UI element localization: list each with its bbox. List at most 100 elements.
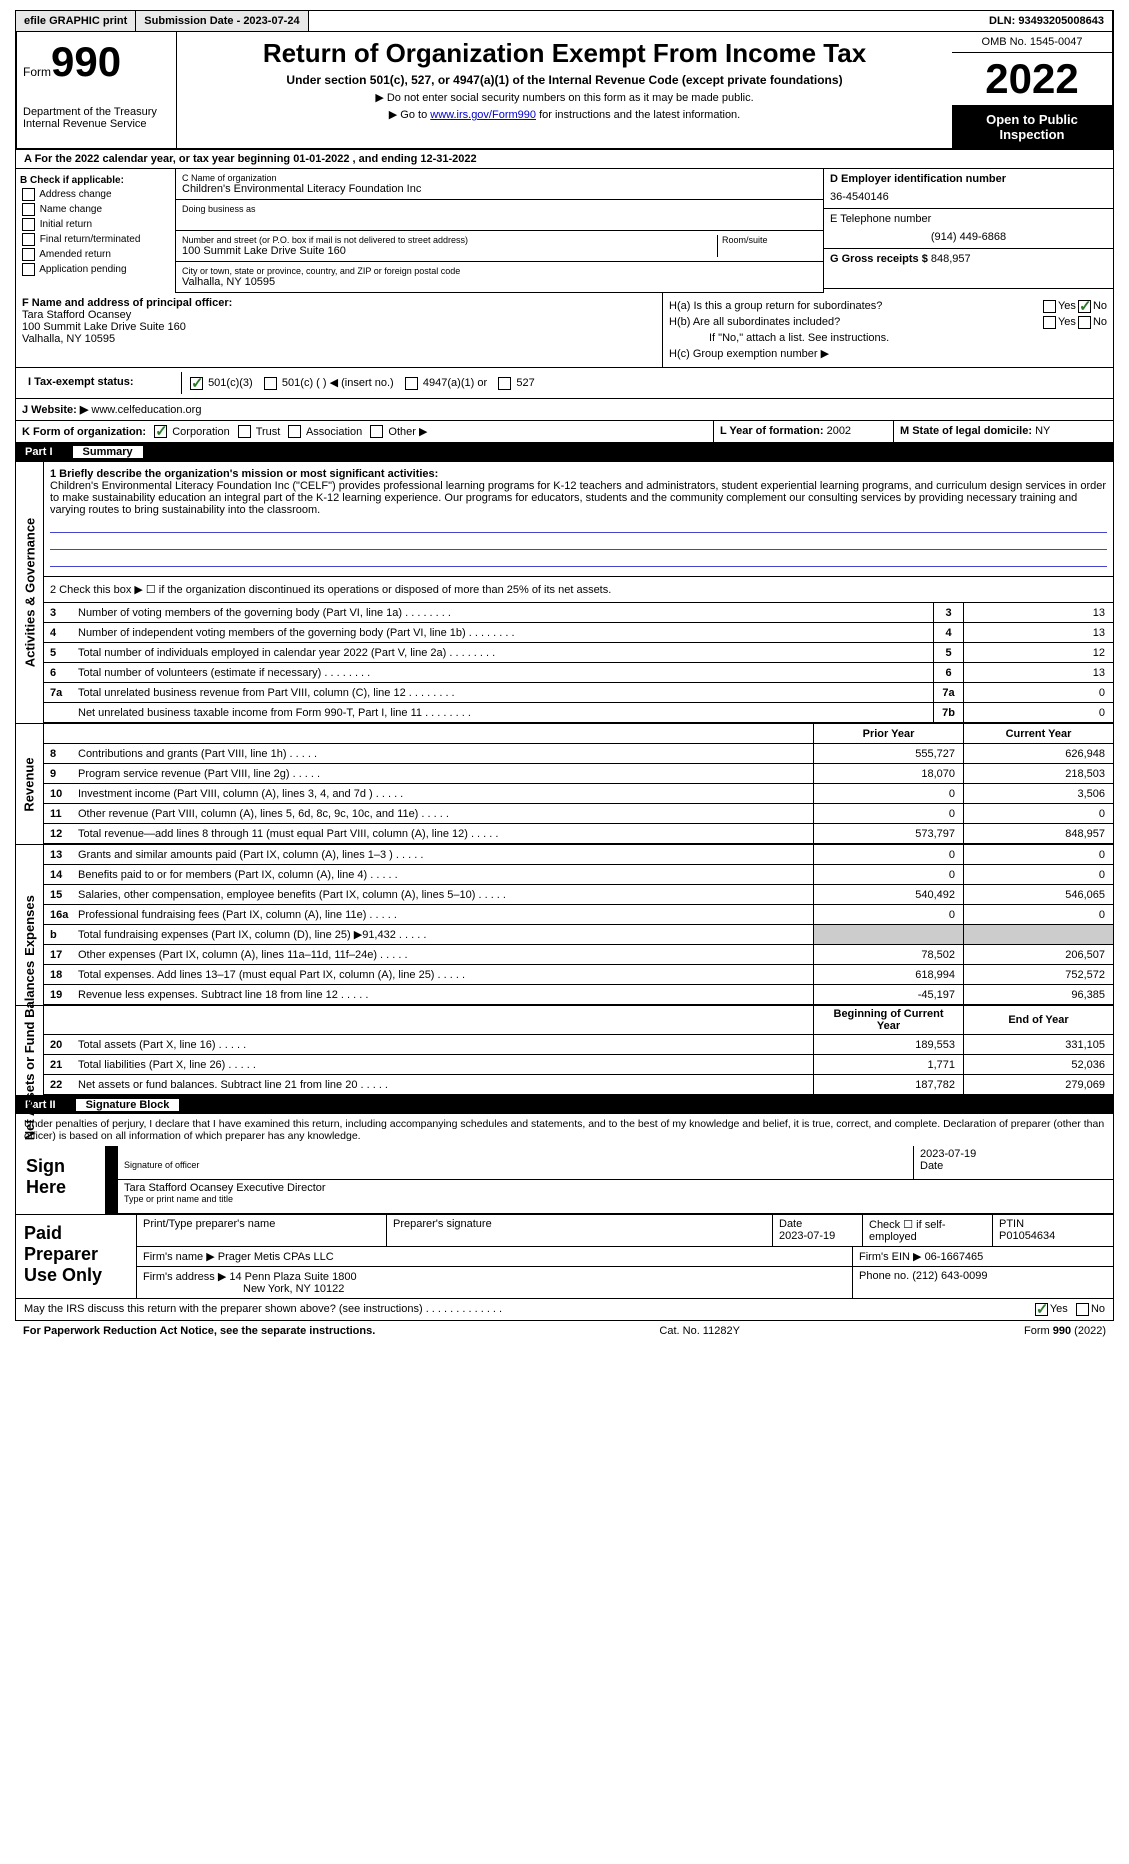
dba-label: Doing business as: [182, 204, 817, 214]
officer-name: Tara Stafford Ocansey: [22, 309, 656, 321]
dln-text: DLN: 93493205008643: [981, 11, 1113, 31]
city-label: City or town, state or province, country…: [182, 266, 817, 276]
checkbox-amended[interactable]: [22, 248, 35, 261]
side-revenue: Revenue: [16, 724, 44, 844]
officer-addr: 100 Summit Lake Drive Suite 160: [22, 321, 656, 333]
submission-date-button[interactable]: Submission Date - 2023-07-24: [136, 11, 308, 31]
opt-name-change: Name change: [40, 204, 102, 215]
open-public-badge: Open to Public Inspection: [952, 106, 1112, 148]
col-prior-year: Prior Year: [813, 724, 963, 743]
discuss-yes: Yes: [1050, 1303, 1068, 1316]
prep-h1: Print/Type preparer's name: [143, 1218, 380, 1230]
checkbox-corp[interactable]: [154, 425, 167, 438]
phone-value: (914) 449-6868: [830, 231, 1107, 243]
part-2-title: Signature Block: [76, 1099, 180, 1111]
hb-label: H(b) Are all subordinates included?: [669, 316, 1041, 329]
ein-value: 36-4540146: [830, 191, 1107, 203]
section-f: F Name and address of principal officer:…: [16, 293, 663, 367]
org-name: Children's Environmental Literacy Founda…: [182, 183, 817, 195]
omb-number: OMB No. 1545-0047: [952, 32, 1112, 53]
opt-initial-return: Initial return: [40, 219, 92, 230]
addr-label: Number and street (or P.O. box if mail i…: [182, 235, 717, 245]
checkbox-assoc[interactable]: [288, 425, 301, 438]
row-i-label: I Tax-exempt status:: [28, 376, 134, 388]
year-formation: 2002: [827, 425, 851, 437]
mission-text: Children's Environmental Literacy Founda…: [50, 480, 1107, 516]
ha-label: H(a) Is this a group return for subordin…: [669, 300, 1041, 313]
name-title-label: Type or print name and title: [124, 1194, 1107, 1204]
table-row: 22Net assets or fund balances. Subtract …: [44, 1075, 1113, 1095]
city-state-zip: Valhalla, NY 10595: [182, 276, 817, 288]
table-row: bTotal fundraising expenses (Part IX, co…: [44, 925, 1113, 945]
opt-final-return: Final return/terminated: [40, 234, 141, 245]
street-address: 100 Summit Lake Drive Suite 160: [182, 245, 717, 257]
website-value: www.celfeducation.org: [91, 404, 201, 416]
checkbox-final-return[interactable]: [22, 233, 35, 246]
sign-here-label: Sign Here: [16, 1146, 106, 1214]
row-a-tax-year: A For the 2022 calendar year, or tax yea…: [15, 150, 1114, 169]
table-row: 3Number of voting members of the governi…: [44, 603, 1113, 623]
section-b: B Check if applicable: Address change Na…: [16, 169, 176, 293]
section-b-label: B Check if applicable:: [20, 175, 171, 186]
sig-arrow-icon-2: [106, 1180, 118, 1213]
checkbox-hb-no[interactable]: [1078, 316, 1091, 329]
table-row: 12Total revenue—add lines 8 through 11 (…: [44, 824, 1113, 844]
form-title: Return of Organization Exempt From Incom…: [183, 38, 946, 69]
form-label: Form: [23, 65, 51, 79]
col-beginning: Beginning of Current Year: [813, 1006, 963, 1034]
part-1-num: Part I: [25, 446, 53, 458]
prep-h3: Date: [779, 1218, 856, 1230]
efile-print-button[interactable]: efile GRAPHIC print: [16, 11, 136, 31]
checkbox-discuss-no[interactable]: [1076, 1303, 1089, 1316]
paid-preparer-label: Paid Preparer Use Only: [16, 1215, 136, 1298]
checkbox-initial-return[interactable]: [22, 218, 35, 231]
irs-link[interactable]: www.irs.gov/Form990: [430, 109, 536, 121]
table-row: 8Contributions and grants (Part VIII, li…: [44, 744, 1113, 764]
discuss-question: May the IRS discuss this return with the…: [24, 1303, 1033, 1316]
checkbox-501c[interactable]: [264, 377, 277, 390]
room-label: Room/suite: [722, 235, 817, 245]
table-row: 5Total number of individuals employed in…: [44, 643, 1113, 663]
footer-right: Form 990 (2022): [1024, 1325, 1106, 1337]
form-number: 990: [51, 38, 121, 86]
checkbox-4947[interactable]: [405, 377, 418, 390]
table-row: 21Total liabilities (Part X, line 26) . …: [44, 1055, 1113, 1075]
row-k-label: K Form of organization:: [22, 426, 146, 438]
firm-addr2: New York, NY 10122: [243, 1283, 344, 1295]
table-row: 13Grants and similar amounts paid (Part …: [44, 845, 1113, 865]
ha-yes: Yes: [1058, 300, 1076, 313]
table-row: 9Program service revenue (Part VIII, lin…: [44, 764, 1113, 784]
row-j-label: J Website: ▶: [22, 404, 88, 416]
checkbox-501c3[interactable]: [190, 377, 203, 390]
prep-h2: Preparer's signature: [393, 1218, 766, 1230]
opt-address-change: Address change: [39, 189, 111, 200]
firm-ein-label: Firm's EIN ▶: [859, 1251, 922, 1263]
checkbox-trust[interactable]: [238, 425, 251, 438]
sig-date-label: Date: [920, 1160, 1107, 1172]
dept-text: Department of the Treasury Internal Reve…: [23, 106, 170, 130]
checkbox-name-change[interactable]: [22, 203, 35, 216]
checkbox-discuss-yes[interactable]: [1035, 1303, 1048, 1316]
warning-1: ▶ Do not enter social security numbers o…: [183, 91, 946, 104]
footer-cat: Cat. No. 11282Y: [659, 1325, 740, 1337]
checkbox-other[interactable]: [370, 425, 383, 438]
checkbox-ha-yes[interactable]: [1043, 300, 1056, 313]
q1-label: 1 Briefly describe the organization's mi…: [50, 468, 1107, 480]
col-current-year: Current Year: [963, 724, 1113, 743]
table-row: 16aProfessional fundraising fees (Part I…: [44, 905, 1113, 925]
firm-ein: 06-1667465: [925, 1251, 984, 1263]
row-l-label: L Year of formation:: [720, 425, 824, 437]
opt-501c: 501(c) ( ) ◀ (insert no.): [282, 377, 394, 389]
hb-note: If "No," attach a list. See instructions…: [669, 332, 1107, 344]
checkbox-ha-no[interactable]: [1078, 300, 1091, 313]
row-m-label: M State of legal domicile:: [900, 425, 1032, 437]
footer-left: For Paperwork Reduction Act Notice, see …: [23, 1325, 375, 1337]
form-header: Form 990 Department of the Treasury Inte…: [15, 32, 1114, 150]
checkbox-527[interactable]: [498, 377, 511, 390]
checkbox-address-change[interactable]: [22, 188, 35, 201]
checkbox-hb-yes[interactable]: [1043, 316, 1056, 329]
part-2-header: Part II Signature Block: [15, 1096, 1114, 1114]
part-1-title: Summary: [73, 446, 143, 458]
firm-addr-label: Firm's address ▶: [143, 1271, 226, 1283]
checkbox-app-pending[interactable]: [22, 263, 35, 276]
